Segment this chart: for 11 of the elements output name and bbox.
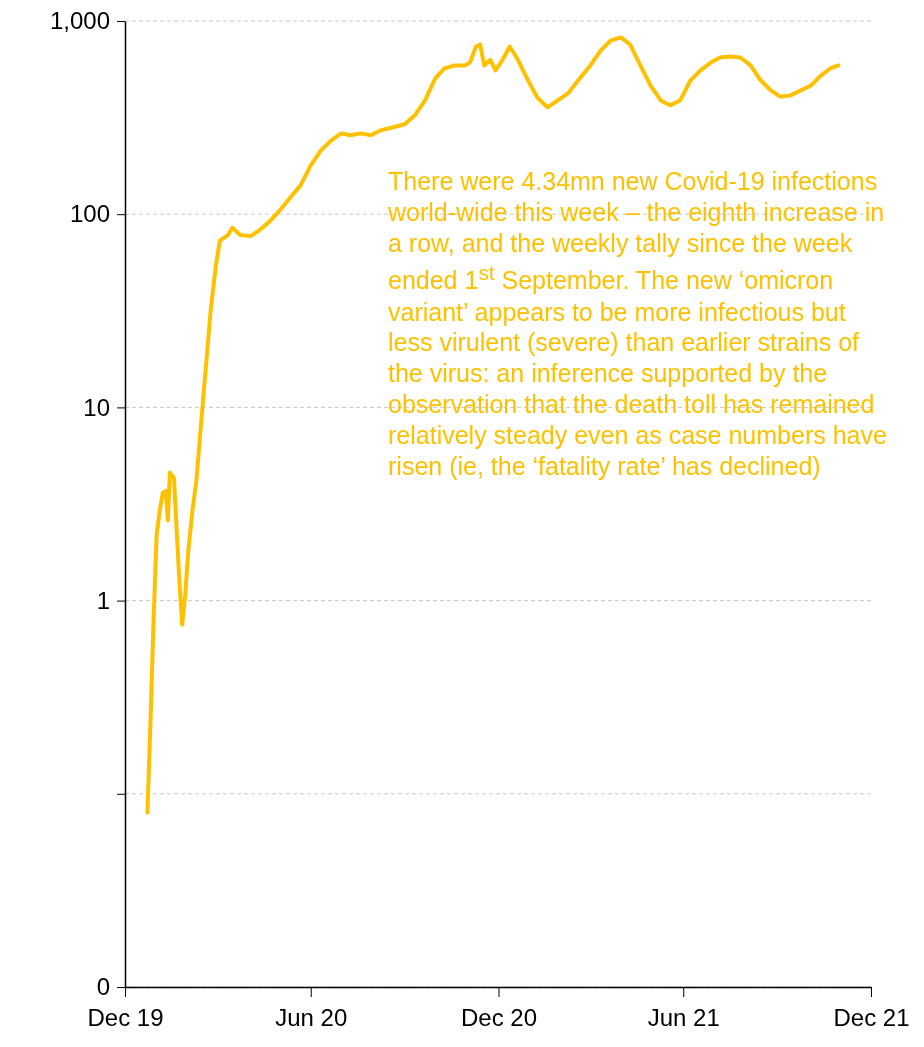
x-tick-label: Dec 21 bbox=[833, 1004, 910, 1032]
y-tick-label: 1,000 bbox=[49, 7, 110, 35]
y-tick-label: 0 bbox=[96, 973, 110, 1001]
x-tick-label: Jun 21 bbox=[647, 1004, 720, 1032]
text: There were 4.34mn new Covid-19 infections world-wide this week – the eighth increase in a row, and the weekly tally since the week ended 1$^{st}$ September. The new ‘omicron variant’ appears to be more infectious but less virulent (severe) than earlier strains of the virus: an inference supported by the observation that the death toll has remained relatively steady even as case numbers have risen (ie, the ‘fatality rate’ has declined) bbox=[388, 167, 887, 480]
x-tick-label: Jun 20 bbox=[275, 1004, 348, 1032]
x-tick-label: Dec 20 bbox=[460, 1004, 538, 1032]
y-tick-label: 1 bbox=[96, 586, 110, 614]
x-tick-label: Dec 19 bbox=[87, 1004, 164, 1032]
y-tick-label: 10 bbox=[83, 393, 110, 421]
y-tick-label: 100 bbox=[69, 200, 110, 228]
